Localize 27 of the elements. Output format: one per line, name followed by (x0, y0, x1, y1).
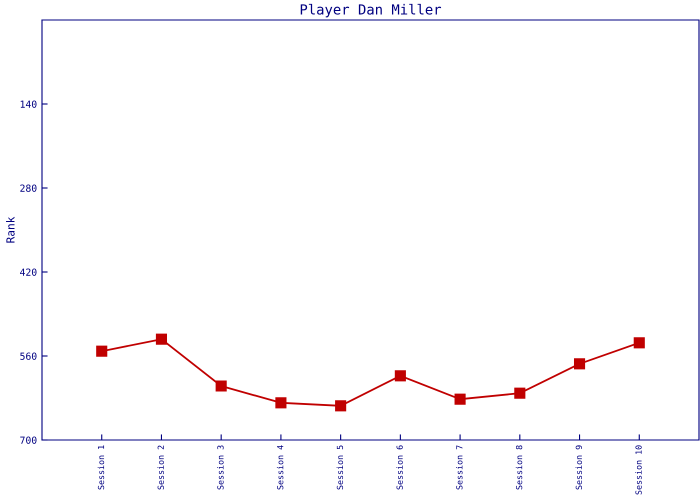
point (156, 334, 168, 345)
point (335, 400, 346, 412)
point (96, 346, 108, 357)
x-tick-label: Session 7 (456, 445, 463, 490)
point (394, 370, 406, 382)
point (574, 358, 586, 370)
x-tick-label: Session 6 (396, 445, 403, 490)
x-tick-label: Session 8 (516, 445, 522, 490)
y-tick-label: 560 (20, 352, 37, 360)
point (454, 394, 466, 405)
x-tick-label: Session 9 (576, 445, 582, 490)
x-tick-label: Session 10 (635, 445, 642, 494)
chart-title: Player Dan Miller (300, 4, 442, 18)
point (634, 337, 645, 348)
point (216, 380, 227, 392)
y-tick-label: 420 (20, 268, 37, 276)
x-tick-label: Session 2 (157, 446, 164, 490)
point (275, 397, 286, 408)
y-tick-label: 140 (20, 100, 37, 108)
y-axis-title: Rank (6, 216, 15, 243)
x-tick-label: Session 3 (217, 445, 224, 490)
x-tick-label: Session 5 (336, 446, 344, 490)
point (514, 388, 526, 399)
x-tick-label: Session 1 (98, 445, 104, 490)
y-tick-label: 280 (20, 184, 37, 192)
x-tick-label: Session 4 (276, 445, 284, 490)
y-tick-label: 700 (20, 436, 37, 444)
